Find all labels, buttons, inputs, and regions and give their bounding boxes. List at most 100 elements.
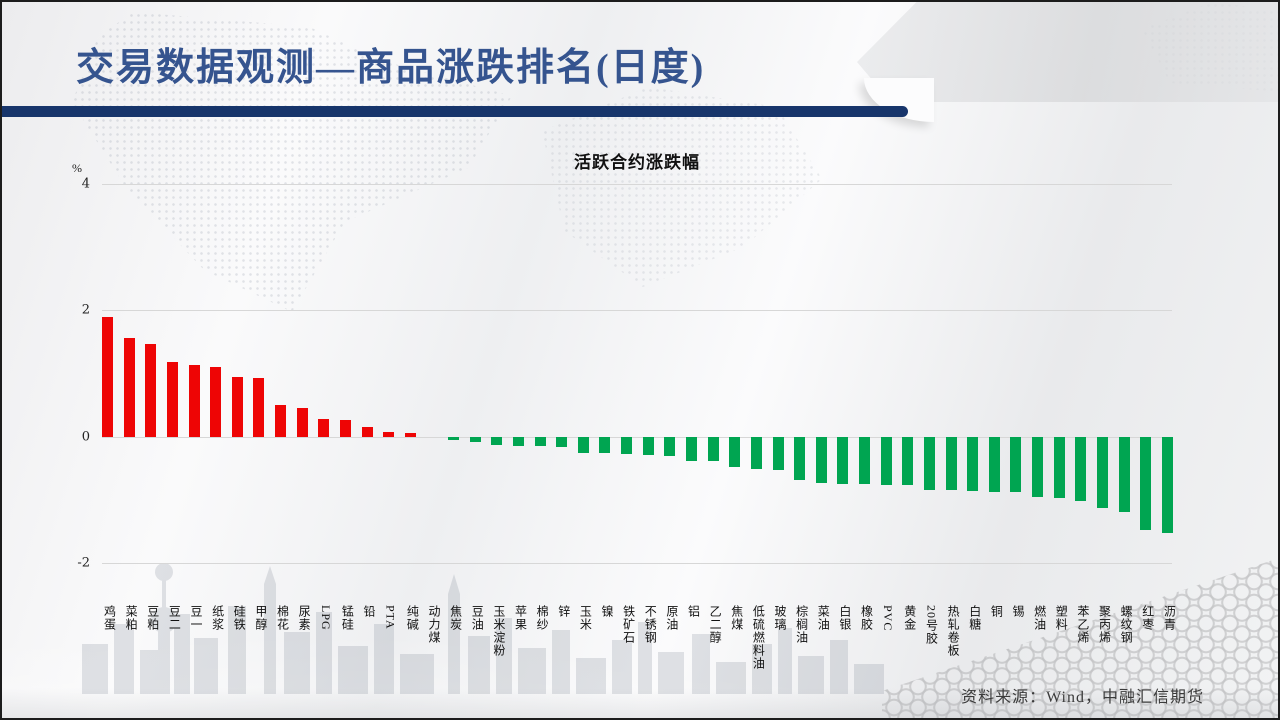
bar bbox=[988, 436, 1000, 493]
x-axis-label: 20号胶 bbox=[924, 605, 939, 645]
x-axis-label: 铁矿石 bbox=[621, 605, 636, 644]
x-axis-label: 锡 bbox=[1010, 605, 1025, 618]
bar bbox=[750, 436, 762, 470]
x-axis-label: 豆油 bbox=[470, 605, 485, 631]
x-axis-label: 纯碱 bbox=[405, 605, 420, 631]
bar bbox=[469, 436, 481, 443]
chart-title: 活跃合约涨跌幅 bbox=[574, 153, 700, 172]
x-axis-label: 低硫燃料油 bbox=[751, 605, 766, 670]
bar bbox=[1053, 436, 1065, 499]
x-axis-label: 豆粕 bbox=[145, 605, 160, 631]
x-axis-label: 豆一 bbox=[189, 605, 204, 631]
x-axis-label: 不锈钢 bbox=[643, 605, 658, 644]
bar bbox=[253, 378, 265, 437]
bar bbox=[880, 436, 892, 485]
bar bbox=[296, 407, 308, 437]
x-axis-label: 纸浆 bbox=[210, 605, 225, 631]
bar bbox=[188, 365, 200, 437]
bar bbox=[599, 436, 611, 454]
x-axis-label: 原油 bbox=[664, 605, 679, 631]
x-axis-label: 塑料 bbox=[1054, 605, 1069, 631]
x-axis-label: 橡胶 bbox=[859, 605, 874, 631]
x-axis-label: 苹果 bbox=[513, 605, 528, 631]
x-axis-label: 乙二醇 bbox=[708, 605, 723, 644]
bar bbox=[837, 436, 849, 484]
page-title: 交易数据观测—商品涨跌排名(日度) bbox=[76, 47, 706, 89]
bar bbox=[945, 436, 957, 490]
x-axis-label: 黄金 bbox=[902, 605, 917, 631]
x-axis-label: 尿素 bbox=[297, 605, 312, 631]
bar bbox=[1140, 436, 1152, 531]
x-axis-label: 铜 bbox=[989, 605, 1004, 618]
bar bbox=[577, 436, 589, 453]
x-axis-label: 苯乙烯 bbox=[1075, 605, 1090, 644]
x-axis-label: 沥青 bbox=[1162, 605, 1177, 631]
bar bbox=[361, 426, 373, 437]
bar bbox=[664, 436, 676, 456]
bar bbox=[621, 436, 633, 454]
bar bbox=[815, 436, 827, 483]
x-axis-label: PVC bbox=[881, 605, 896, 632]
bar bbox=[102, 316, 113, 437]
bar bbox=[1118, 436, 1130, 512]
bar bbox=[210, 366, 222, 437]
bar bbox=[231, 376, 243, 437]
bar bbox=[686, 436, 697, 461]
x-axis-label: 棕榈油 bbox=[794, 605, 809, 644]
bottom-band-decoration bbox=[2, 688, 1278, 718]
bar bbox=[794, 436, 806, 480]
x-axis-label: 玉米淀粉 bbox=[491, 605, 506, 657]
bar bbox=[404, 433, 416, 437]
x-axis-label: 红枣 bbox=[1140, 605, 1155, 631]
y-tick-label: -2 bbox=[77, 555, 90, 571]
gridline bbox=[102, 563, 1172, 565]
y-axis-unit-label: % bbox=[72, 161, 82, 175]
x-axis-label: PTA bbox=[383, 605, 398, 630]
title-underline-bar bbox=[2, 106, 908, 117]
x-axis-label: 镍 bbox=[599, 605, 614, 618]
x-axis-label: 硅铁 bbox=[232, 605, 247, 631]
x-axis-label: 菜粕 bbox=[124, 605, 139, 631]
bar bbox=[902, 436, 914, 485]
x-axis-label: 棉花 bbox=[275, 605, 290, 631]
bar bbox=[1161, 436, 1173, 534]
bar bbox=[1032, 436, 1044, 497]
bar bbox=[275, 404, 287, 437]
x-axis-label: 白糖 bbox=[967, 605, 982, 631]
bar bbox=[729, 436, 741, 467]
x-axis-label: 铅 bbox=[362, 605, 377, 618]
bar bbox=[318, 419, 330, 437]
x-axis-label: 锌 bbox=[556, 605, 571, 618]
bar bbox=[1010, 436, 1022, 493]
bar bbox=[491, 436, 503, 445]
x-axis-label: 甲醇 bbox=[253, 605, 268, 631]
skyline-silhouette bbox=[82, 563, 884, 694]
gridline bbox=[102, 436, 1172, 438]
bar bbox=[383, 431, 395, 437]
x-axis-label: 鸡蛋 bbox=[102, 605, 117, 631]
bar bbox=[556, 436, 568, 447]
bar bbox=[534, 436, 546, 447]
bar bbox=[1096, 436, 1108, 508]
x-axis-label: 铝 bbox=[686, 605, 701, 618]
bar bbox=[707, 436, 719, 462]
x-axis-label: 热轧卷板 bbox=[946, 605, 961, 657]
bar bbox=[123, 337, 135, 437]
y-tick-label: 0 bbox=[81, 429, 90, 445]
x-axis-label: 棉纱 bbox=[535, 605, 550, 631]
bar bbox=[772, 436, 784, 471]
x-axis-label: 螺纹钢 bbox=[1119, 605, 1134, 644]
bar bbox=[967, 436, 979, 491]
x-axis-label: 动力煤 bbox=[426, 605, 441, 644]
bar bbox=[1075, 436, 1087, 501]
x-axis-label: 玻璃 bbox=[773, 605, 788, 631]
bar bbox=[512, 436, 524, 446]
x-axis-label: 焦煤 bbox=[729, 605, 744, 631]
x-axis-label: 菜油 bbox=[816, 605, 831, 631]
bar bbox=[166, 362, 178, 437]
bar bbox=[448, 436, 460, 440]
bar bbox=[339, 420, 351, 437]
x-axis-label: 焦炭 bbox=[448, 605, 463, 631]
